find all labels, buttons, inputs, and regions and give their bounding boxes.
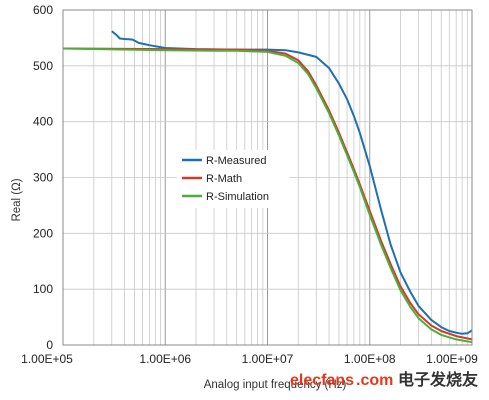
y-tick-label: 500 <box>33 59 53 73</box>
legend: R-Measured R-Math R-Simulation <box>177 150 289 208</box>
series-line-r-simulation <box>62 47 473 344</box>
x-tick-label: 1.00E+06 <box>139 352 191 366</box>
watermark-domain: .com <box>356 372 393 389</box>
x-tick-label: 1.00E+09 <box>426 352 478 366</box>
series-line-r-math <box>62 47 473 341</box>
watermark-cn: 电子发烧友 <box>398 370 479 389</box>
legend-label: R-Simulation <box>206 191 269 203</box>
y-tick-label: 600 <box>33 3 53 17</box>
y-tick-label: 400 <box>33 115 53 129</box>
x-tick-label: 1.00E+08 <box>344 352 396 366</box>
y-tick-label: 0 <box>46 338 53 352</box>
x-tick-label: 1.00E+07 <box>242 352 294 366</box>
y-tick-label: 200 <box>33 226 53 240</box>
legend-label: R-Math <box>206 173 242 185</box>
plot-frame <box>62 9 473 346</box>
x-axis-label: Analog input frequency (Hz) <box>204 379 347 391</box>
x-tick-labels: 1.00E+05 1.00E+06 1.00E+07 1.00E+08 1.00E+09 <box>21 352 478 366</box>
series-group <box>62 30 473 344</box>
watermark-site: elecfans <box>290 372 354 389</box>
legend-label: R-Measured <box>206 155 267 167</box>
x-tick-label: 1.00E+05 <box>21 352 73 366</box>
watermark: elecfans .com 电子发烧友 <box>290 370 479 389</box>
y-tick-labels: 0 100 200 300 400 500 600 <box>33 3 53 352</box>
y-tick-label: 300 <box>33 171 53 185</box>
series-line-r-measured <box>111 30 473 335</box>
y-tick-label: 100 <box>33 282 53 296</box>
y-axis-label: Real (Ω) <box>11 178 23 221</box>
